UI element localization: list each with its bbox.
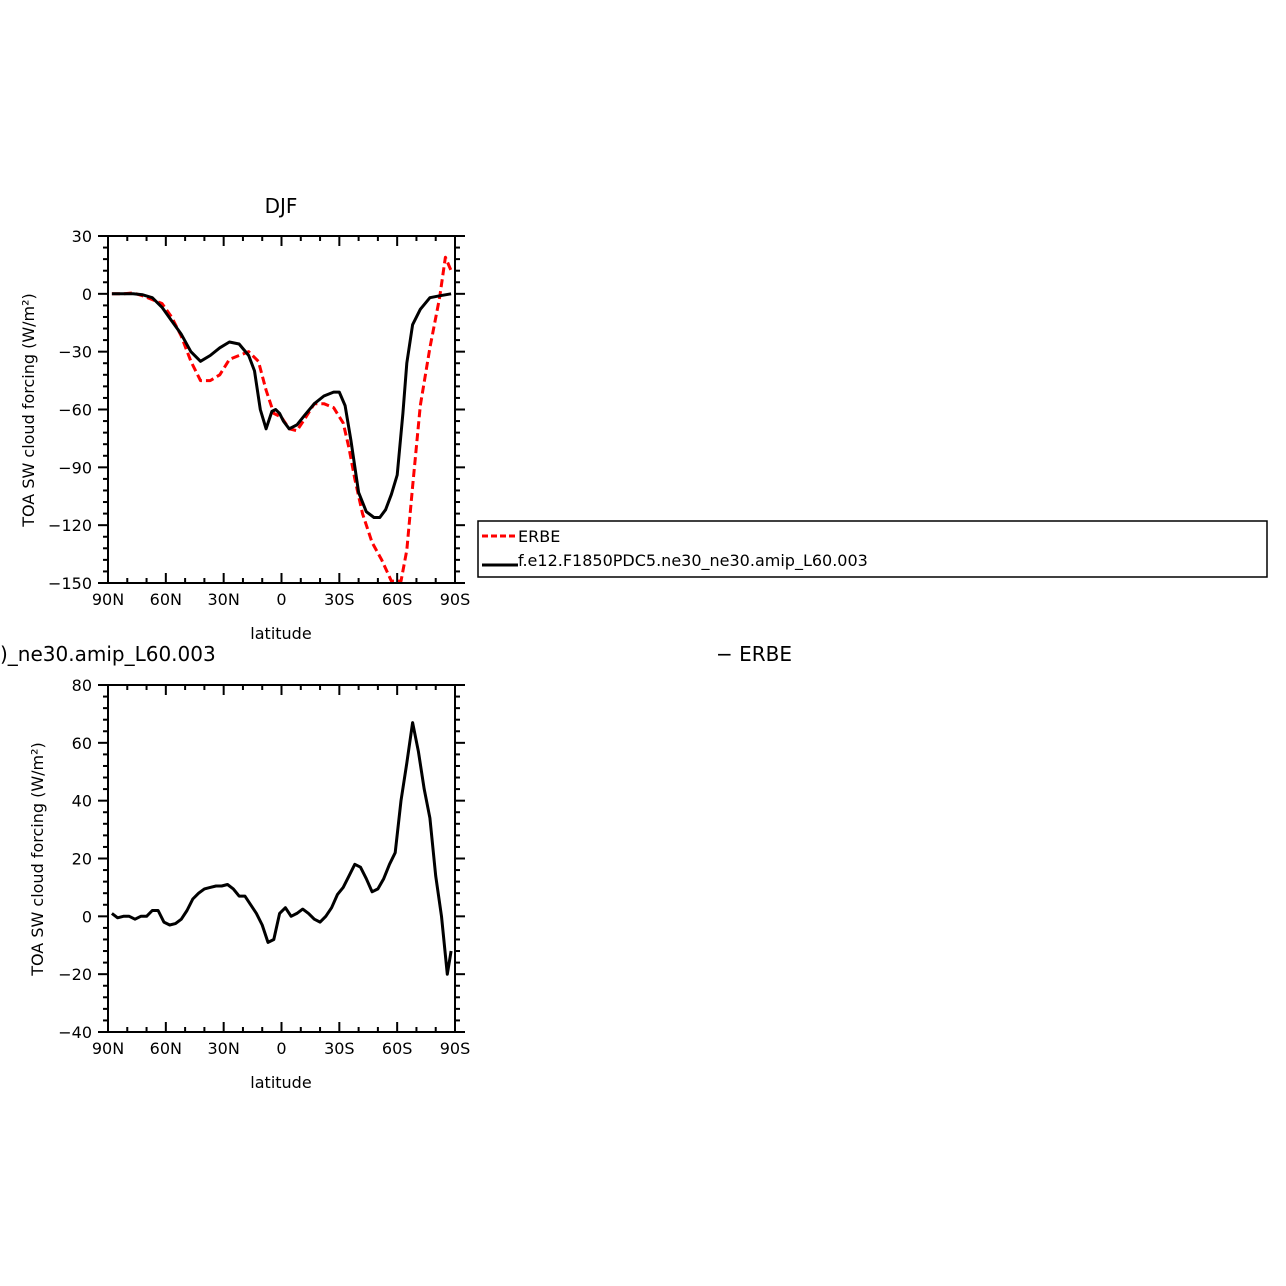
panel-top-y-tick-label: 30 bbox=[72, 227, 92, 246]
panel-top-x-tick-label: 90S bbox=[440, 590, 471, 609]
panel-bottom-x-tick-label: 60N bbox=[150, 1039, 182, 1058]
panel-bottom-title: )_ne30.amip_L60.003 bbox=[0, 642, 216, 666]
panel-top-title: DJF bbox=[265, 194, 298, 218]
panel-top-x-tick-label: 60S bbox=[382, 590, 413, 609]
panel-bottom-y-tick-label: 60 bbox=[72, 734, 92, 753]
panel-bottom-y-tick-label: −40 bbox=[58, 1023, 92, 1042]
panel-top-x-tick-label: 90N bbox=[92, 590, 124, 609]
panel-top: DJF TOA SW cloud forcing (W/m²) latitude… bbox=[19, 194, 470, 643]
legend-entry-model: f.e12.F1850PDC5.ne30_ne30.amip_L60.003 bbox=[518, 551, 868, 571]
panel-top-y-tick-label: 0 bbox=[82, 285, 92, 304]
panel-bottom-x-tick-label: 30N bbox=[208, 1039, 240, 1058]
panel-top-series-line-model bbox=[111, 292, 452, 519]
panel-top-x-tick-label: 60N bbox=[150, 590, 182, 609]
panel-bottom: )_ne30.amip_L60.003 − ERBE TOA SW cloud … bbox=[0, 642, 792, 1092]
panel-bottom-x-axis-label: latitude bbox=[250, 1073, 311, 1092]
panel-top-y-tick-label: −60 bbox=[58, 401, 92, 420]
panel-bottom-y-tick-label: 20 bbox=[72, 850, 92, 869]
panel-bottom-y-tick-label: 80 bbox=[72, 676, 92, 695]
panel-top-plot-frame bbox=[107, 235, 456, 584]
panel-bottom-x-tick-label: 0 bbox=[276, 1039, 286, 1058]
panel-bottom-series-line-model bbox=[110, 721, 453, 976]
panel-bottom-x-tick-label: 90S bbox=[440, 1039, 471, 1058]
panel-bottom-x-tick-label: 90N bbox=[92, 1039, 124, 1058]
panel-bottom-y-axis-label: TOA SW cloud forcing (W/m²) bbox=[28, 742, 47, 977]
legend-box bbox=[477, 520, 1268, 578]
panel-top-y-tick-label: −120 bbox=[48, 516, 92, 535]
legend: ERBE f.e12.F1850PDC5.ne30_ne30.amip_L60.… bbox=[477, 520, 1268, 578]
panel-bottom-x-tick-label: 30S bbox=[324, 1039, 355, 1058]
panel-bottom-y-tick-label: 40 bbox=[72, 792, 92, 811]
panel-top-y-tick-label: −90 bbox=[58, 458, 92, 477]
legend-entry-erbe: ERBE bbox=[518, 527, 560, 546]
panel-top-x-tick-label: 30N bbox=[208, 590, 240, 609]
panel-bottom-y-tick-label: 0 bbox=[82, 907, 92, 926]
panel-top-x-axis-label: latitude bbox=[250, 624, 311, 643]
panel-bottom-plot-frame bbox=[107, 684, 456, 1033]
panel-top-x-tick-label: 0 bbox=[276, 590, 286, 609]
panel-bottom-x-tick-label: 60S bbox=[382, 1039, 413, 1058]
panel-top-y-tick-label: −30 bbox=[58, 343, 92, 362]
panel-bottom-title-right: − ERBE bbox=[716, 642, 792, 666]
panel-bottom-y-tick-label: −20 bbox=[58, 965, 92, 984]
panel-top-y-axis-label: TOA SW cloud forcing (W/m²) bbox=[19, 293, 38, 528]
panel-top-x-tick-label: 30S bbox=[324, 590, 355, 609]
panel-top-y-tick-label: −150 bbox=[48, 574, 92, 593]
